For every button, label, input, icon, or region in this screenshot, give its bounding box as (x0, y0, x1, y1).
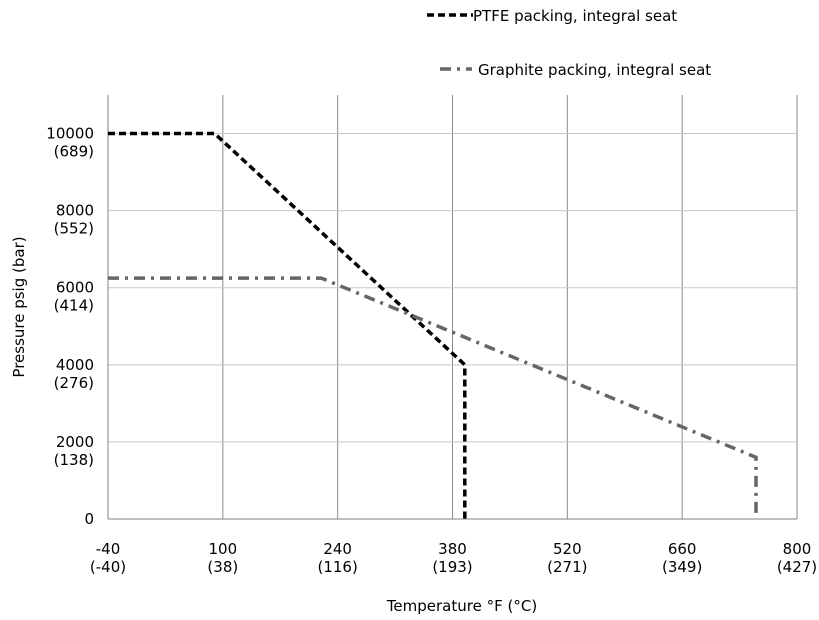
legend-item-ptfe: PTFE packing, integral seat (427, 7, 677, 25)
y-tick-sublabel: (276) (54, 374, 94, 392)
x-tick-label: 380 (438, 540, 467, 558)
y-tick-label: 0 (84, 510, 94, 528)
x-tick-sublabel: (38) (207, 558, 238, 576)
y-tick-sublabel: (689) (54, 143, 94, 161)
x-tick-sublabel: (-40) (90, 558, 126, 576)
legend-label-ptfe: PTFE packing, integral seat (473, 7, 677, 25)
x-tick-label: 660 (668, 540, 697, 558)
x-tick-label: 800 (783, 540, 812, 558)
y-tick-label: 8000 (56, 202, 94, 220)
x-tick-label: 240 (323, 540, 352, 558)
legend-label-graphite: Graphite packing, integral seat (478, 61, 711, 79)
y-tick-label: 10000 (46, 125, 94, 143)
x-tick-label: -40 (96, 540, 121, 558)
y-tick-sublabel: (138) (54, 451, 94, 469)
series-line-1 (108, 276, 758, 519)
x-tick-label: 520 (553, 540, 582, 558)
y-tick-sublabel: (414) (54, 297, 94, 315)
x-tick-sublabel: (271) (547, 558, 587, 576)
x-tick-sublabel: (193) (432, 558, 472, 576)
x-tick-label: 100 (209, 540, 238, 558)
tick-labels: -40(-40) 100(38) 240(116) 380(193) 520(271) 6… (46, 125, 817, 576)
y-tick-label: 4000 (56, 356, 94, 374)
axes (107, 95, 797, 520)
y-tick-label: 6000 (56, 279, 94, 297)
legend: PTFE packing, integral seat Graphite pac… (427, 7, 711, 79)
x-tick-sublabel: (427) (777, 558, 817, 576)
legend-item-graphite: Graphite packing, integral seat (440, 61, 711, 79)
x-tick-sublabel: (116) (317, 558, 357, 576)
series-line-0 (108, 131, 467, 519)
y-tick-label: 2000 (56, 433, 94, 451)
grid-lines (108, 95, 798, 519)
series-lines (108, 131, 758, 519)
x-axis-title: Temperature °F (°C) (386, 597, 537, 615)
x-tick-sublabel: (349) (662, 558, 702, 576)
y-tick-sublabel: (552) (54, 220, 94, 238)
y-axis-title: Pressure psig (bar) (10, 236, 28, 377)
